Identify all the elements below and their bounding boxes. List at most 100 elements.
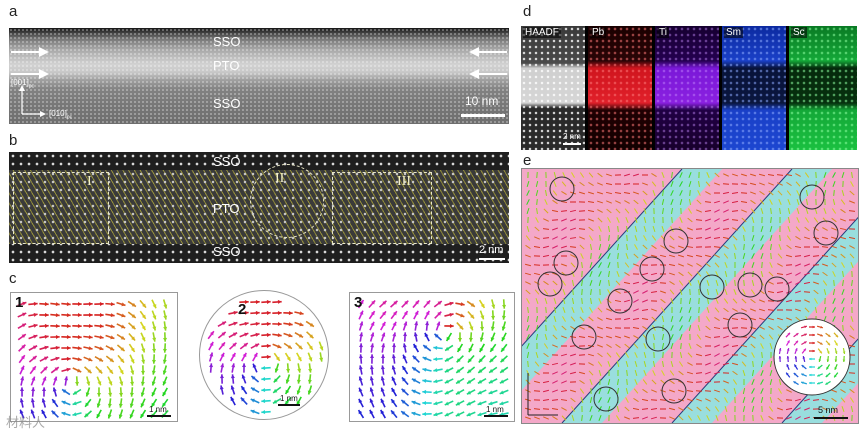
polarization-arrow — [466, 300, 476, 308]
polarization-arrow — [83, 346, 93, 351]
region-label-1: I — [87, 174, 92, 189]
domain-wall — [522, 169, 683, 347]
polarization-arrow — [778, 355, 782, 363]
polarization-arrow — [217, 321, 227, 327]
polarization-arrow — [816, 333, 824, 337]
polarization-arrow — [240, 397, 248, 405]
polarization-arrow — [785, 340, 791, 346]
panel-b-polar-map: SSO PTO SSO I II III 2 nm — [9, 152, 509, 263]
polarization-arrow — [467, 310, 475, 320]
polarization-arrow — [809, 381, 815, 385]
map-label-ti: Ti — [657, 27, 669, 38]
polarization-arrow — [369, 409, 375, 419]
map-sc: Sc — [789, 26, 857, 150]
polarization-arrow — [369, 321, 375, 331]
vortex-field — [522, 169, 858, 423]
polarization-arrow — [151, 354, 156, 364]
polarization-arrow — [72, 324, 82, 329]
polarization-arrow — [390, 310, 398, 320]
polarization-arrow — [272, 397, 282, 405]
polarization-arrow — [39, 345, 49, 351]
scale-bar-c1 — [147, 415, 171, 417]
polarization-arrow — [261, 343, 271, 348]
polarization-arrow — [825, 372, 831, 378]
arrow-icon-right-lower — [469, 69, 507, 79]
polarization-arrow — [129, 354, 135, 364]
polarization-arrow — [499, 400, 509, 406]
polarization-arrow — [273, 352, 281, 362]
polarization-arrow — [444, 323, 454, 329]
polarization-arrow — [368, 310, 376, 320]
polarization-arrow — [817, 340, 823, 346]
polarization-arrow — [64, 376, 69, 386]
polarization-arrow — [444, 389, 454, 395]
polarization-arrow — [413, 310, 419, 320]
polarization-arrow — [19, 409, 25, 419]
vortex-circle — [549, 176, 575, 202]
polarization-arrow — [208, 341, 214, 351]
polarization-arrow — [151, 387, 157, 397]
vortex-circle — [737, 272, 763, 298]
polarization-arrow — [28, 345, 38, 351]
polarization-arrow — [369, 365, 374, 375]
polarization-arrow — [294, 321, 304, 327]
polarization-arrow — [380, 409, 386, 419]
polarization-arrow — [52, 387, 58, 397]
polarization-arrow — [105, 302, 115, 307]
polarization-arrow — [411, 389, 421, 395]
polarization-arrow — [39, 323, 49, 328]
polarization-arrow — [72, 367, 82, 373]
vortex-circle — [571, 324, 597, 350]
polarization-arrow — [61, 367, 71, 373]
polarization-arrow — [152, 343, 157, 353]
polarization-arrow — [96, 398, 102, 408]
polarization-arrow — [261, 321, 271, 326]
region-number-3: 3 — [354, 294, 363, 311]
polarization-arrow — [61, 356, 71, 361]
polarization-arrow — [308, 363, 313, 373]
polarization-arrow — [127, 311, 137, 319]
polarization-arrow — [833, 340, 839, 346]
polarization-arrow — [834, 364, 838, 370]
polarization-arrow — [801, 348, 807, 354]
polarization-arrow — [96, 376, 102, 386]
vortex-circle — [593, 386, 619, 412]
panel-label-a: a — [9, 3, 18, 20]
polarization-arrow — [778, 347, 782, 355]
polarization-arrow — [241, 363, 247, 373]
polarization-arrow — [129, 365, 135, 375]
polarization-arrow — [402, 354, 408, 364]
polarization-arrow — [28, 323, 38, 328]
scale-label-c3: 1 nm — [486, 405, 504, 414]
polarization-arrow — [50, 302, 60, 307]
polarization-arrow — [444, 356, 454, 362]
polarization-arrow — [162, 365, 168, 375]
polarization-arrow — [401, 365, 409, 375]
polarization-arrow — [94, 313, 104, 318]
polarization-arrow — [107, 409, 113, 419]
polarization-arrow — [477, 400, 487, 406]
polarization-arrow — [455, 366, 465, 374]
polarization-arrow — [284, 396, 292, 406]
polarization-arrow — [250, 398, 260, 404]
polarization-arrow — [220, 363, 225, 373]
polarization-arrow — [380, 354, 386, 364]
polarization-arrow — [785, 332, 791, 338]
panel-label-d: d — [523, 3, 532, 20]
vortex-circle — [645, 326, 671, 352]
polarization-arrow — [139, 321, 147, 331]
watermark: 材料人 — [6, 416, 46, 431]
polarization-arrow — [207, 330, 215, 340]
polarization-arrow — [400, 399, 410, 407]
polarization-arrow — [296, 352, 302, 362]
polarization-arrow — [19, 387, 25, 397]
polarization-arrow — [208, 352, 214, 362]
polarization-arrow — [423, 299, 431, 309]
polarization-arrow — [380, 398, 386, 408]
polarization-arrow — [30, 376, 36, 386]
polarization-arrow — [490, 321, 495, 331]
polarization-arrow — [834, 347, 838, 355]
polarization-arrow — [455, 400, 465, 406]
polarization-arrow — [105, 334, 115, 340]
polarization-arrow — [83, 301, 93, 306]
